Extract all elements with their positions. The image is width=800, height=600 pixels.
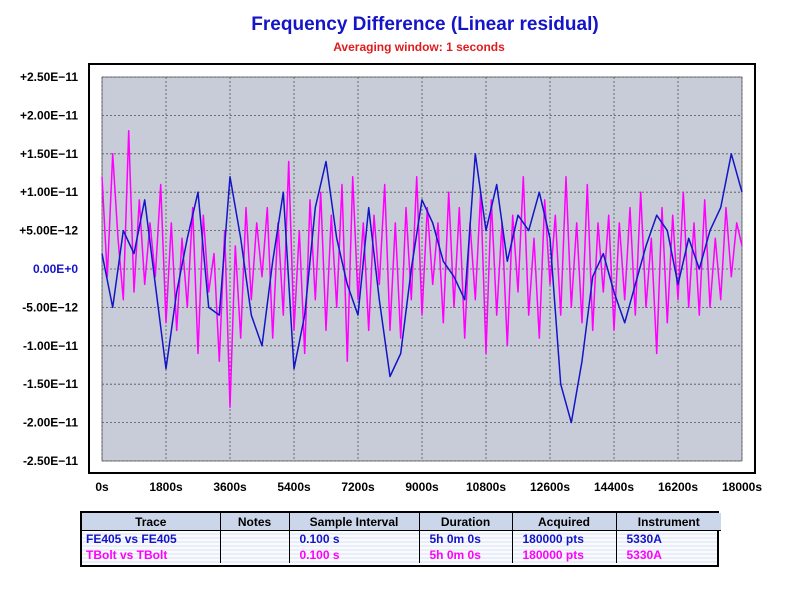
cell-interval: 0.100 s bbox=[289, 530, 420, 547]
y-tick-label-5: 0.00E+0 bbox=[33, 262, 78, 276]
header-duration: Duration bbox=[419, 513, 513, 531]
x-tick-label-9: 16200s bbox=[658, 480, 698, 494]
cell-instrument: 5330A bbox=[626, 532, 662, 546]
legend-row-tbolt: TBolt vs TBolt 0.100 s 5h 0m 0s 180000 p… bbox=[82, 547, 721, 563]
x-tick-label-10: 18000s bbox=[722, 480, 762, 494]
series-lines bbox=[101, 130, 743, 424]
x-tick-label-8: 14400s bbox=[594, 480, 634, 494]
cell-notes bbox=[220, 530, 290, 547]
chart-subtitle: Averaging window: 1 seconds bbox=[333, 40, 505, 54]
y-tick-label-2: +1.50E−11 bbox=[20, 147, 78, 161]
y-tick-label-0: +2.50E−11 bbox=[20, 70, 78, 84]
y-tick-label-1: +2.00E−11 bbox=[20, 108, 78, 122]
header-trace: Trace bbox=[82, 513, 221, 531]
header-notes: Notes bbox=[220, 513, 290, 531]
cell-trace: FE405 vs FE405 bbox=[82, 530, 221, 547]
x-tick-label-0: 0s bbox=[95, 480, 109, 494]
cell-interval: 0.100 s bbox=[289, 547, 420, 563]
legend-row-fe405: FE405 vs FE405 0.100 s 5h 0m 0s 180000 p… bbox=[82, 530, 721, 547]
chart-svg: +2.50E−11 +2.00E−11 +1.50E−11 +1.00E−11 +5.0… bbox=[19, 63, 762, 494]
y-tick-label-4: +5.00E−12 bbox=[19, 224, 78, 238]
cell-acquired: 180000 pts bbox=[512, 547, 617, 563]
legend-table: Trace Notes Sample Interval Duration Acq… bbox=[80, 511, 721, 567]
y-tick-label-8: -1.50E−11 bbox=[23, 377, 78, 391]
header-acquired: Acquired bbox=[512, 513, 617, 531]
series-line-1 bbox=[101, 130, 743, 408]
x-tick-label-7: 12600s bbox=[530, 480, 570, 494]
y-tick-label-10: -2.50E−11 bbox=[23, 454, 78, 468]
cell-duration: 5h 0m 0s bbox=[419, 530, 513, 547]
chart-title: Frequency Difference (Linear residual) bbox=[251, 14, 599, 35]
header-sample-interval: Sample Interval bbox=[289, 513, 420, 531]
x-tick-label-1: 1800s bbox=[149, 480, 183, 494]
cell-instrument: 5330A bbox=[626, 548, 662, 562]
x-tick-label-2: 3600s bbox=[213, 480, 247, 494]
x-tick-labels: 0s 1800s 3600s 5400s 7200s 9000s 10800s 12600s 1… bbox=[95, 480, 762, 494]
x-tick-label-6: 10800s bbox=[466, 480, 506, 494]
y-tick-label-6: -5.00E−12 bbox=[22, 300, 78, 314]
x-tick-label-4: 7200s bbox=[341, 480, 375, 494]
legend-header-row: Trace Notes Sample Interval Duration Acq… bbox=[82, 513, 721, 531]
y-tick-labels: +2.50E−11 +2.00E−11 +1.50E−11 +1.00E−11 +5.0… bbox=[19, 70, 78, 468]
y-tick-label-3: +1.00E−11 bbox=[20, 185, 78, 199]
y-tick-label-7: -1.00E−11 bbox=[23, 339, 78, 353]
header-instrument: Instrument bbox=[616, 513, 721, 531]
y-tick-label-9: -2.00E−11 bbox=[23, 416, 78, 430]
x-tick-label-5: 9000s bbox=[405, 480, 439, 494]
cell-duration: 5h 0m 0s bbox=[419, 547, 513, 563]
series-line-0 bbox=[101, 153, 743, 424]
cell-trace: TBolt vs TBolt bbox=[82, 547, 221, 563]
cell-acquired: 180000 pts bbox=[512, 530, 617, 547]
x-tick-label-3: 5400s bbox=[277, 480, 311, 494]
cell-notes bbox=[220, 547, 290, 563]
